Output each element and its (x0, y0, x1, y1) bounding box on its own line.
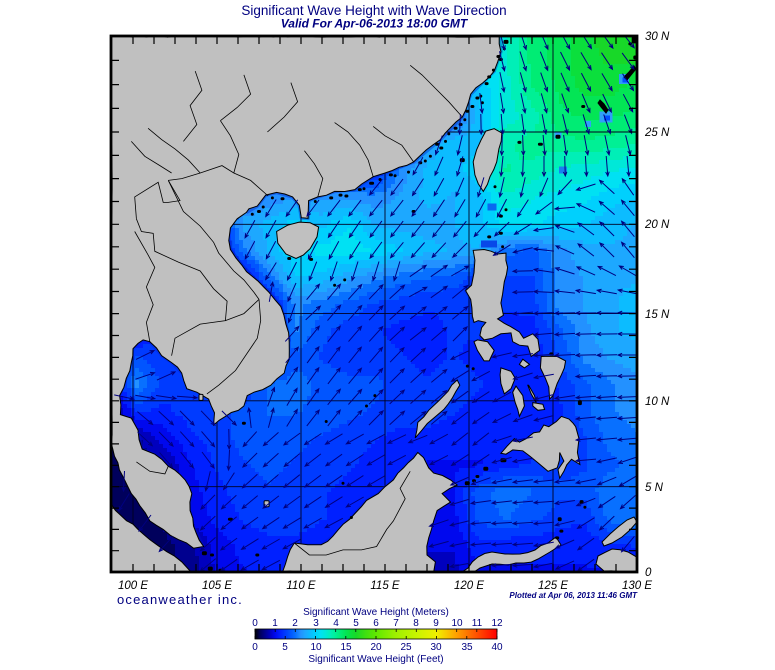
svg-text:100 E: 100 E (118, 580, 148, 592)
svg-text:110 E: 110 E (286, 580, 316, 592)
svg-text:3: 3 (313, 618, 319, 629)
svg-text:25: 25 (400, 642, 412, 653)
svg-text:10: 10 (451, 618, 463, 629)
svg-text:30: 30 (430, 642, 442, 653)
svg-text:8: 8 (413, 618, 419, 629)
svg-text:oceanweather inc.: oceanweather inc. (117, 592, 243, 607)
svg-text:0: 0 (645, 567, 652, 579)
svg-text:5: 5 (282, 642, 288, 653)
svg-text:Plotted at Apr 06, 2013 11:46: Plotted at Apr 06, 2013 11:46 GMT (509, 591, 638, 600)
svg-text:35: 35 (461, 642, 473, 653)
svg-text:0: 0 (252, 642, 258, 653)
svg-text:0: 0 (252, 618, 258, 629)
svg-text:4: 4 (333, 618, 339, 629)
svg-text:Significant Wave Height (Feet): Significant Wave Height (Feet) (308, 654, 443, 665)
svg-text:115 E: 115 E (370, 580, 400, 592)
svg-text:6: 6 (373, 618, 379, 629)
svg-text:11: 11 (472, 618, 483, 629)
svg-text:Valid For Apr-06-2013 18:00 GM: Valid For Apr-06-2013 18:00 GMT (281, 17, 469, 31)
svg-text:2: 2 (292, 618, 298, 629)
svg-text:7: 7 (393, 618, 399, 629)
svg-text:12: 12 (491, 618, 503, 629)
svg-text:Significant Wave Height with W: Significant Wave Height with Wave Direct… (241, 3, 506, 18)
svg-text:9: 9 (433, 618, 439, 629)
svg-text:105 E: 105 E (202, 580, 232, 592)
svg-text:5: 5 (353, 618, 359, 629)
svg-text:20: 20 (370, 642, 382, 653)
svg-text:15 N: 15 N (645, 309, 670, 321)
svg-text:40: 40 (491, 642, 503, 653)
svg-text:10 N: 10 N (645, 396, 670, 408)
svg-text:Significant Wave Height (Meter: Significant Wave Height (Meters) (303, 607, 449, 618)
svg-text:10: 10 (310, 642, 322, 653)
svg-text:125 E: 125 E (538, 580, 568, 592)
svg-text:5 N: 5 N (645, 482, 664, 494)
svg-text:120 E: 120 E (454, 580, 484, 592)
svg-text:1: 1 (272, 618, 278, 629)
svg-text:15: 15 (340, 642, 352, 653)
svg-text:30 N: 30 N (645, 31, 670, 43)
svg-text:130 E: 130 E (622, 580, 652, 592)
svg-text:20 N: 20 N (644, 219, 670, 231)
svg-text:25 N: 25 N (644, 127, 670, 139)
